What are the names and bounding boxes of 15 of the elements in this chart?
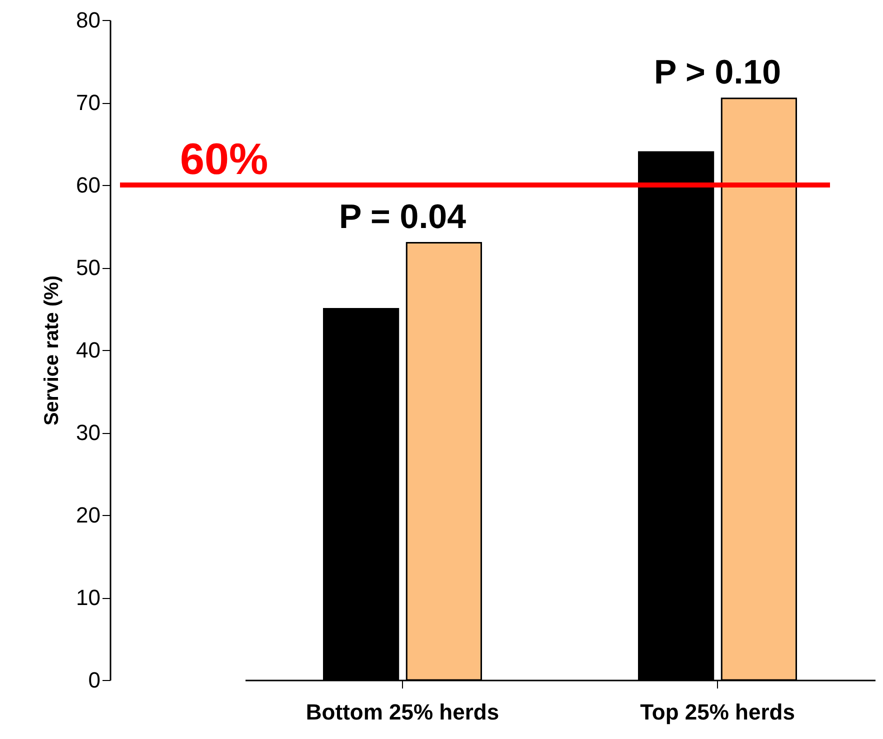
y-tick-label: 60 xyxy=(76,172,100,198)
x-tick-label: Bottom 25% herds xyxy=(306,700,500,724)
y-tick-label: 80 xyxy=(76,8,100,32)
y-tick-label: 0 xyxy=(88,668,100,692)
y-tick-label: 20 xyxy=(76,502,100,528)
y-axis-title: Service rate (%) xyxy=(41,275,64,426)
y-tick-label: 40 xyxy=(76,338,100,362)
y-tick-label: 70 xyxy=(76,90,100,115)
x-tick-label: Top 25% herds xyxy=(640,700,795,724)
annotation: P = 0.04 xyxy=(339,198,466,236)
y-tick-label: 50 xyxy=(76,255,100,280)
annotation: P > 0.10 xyxy=(654,53,781,92)
y-tick-label: 10 xyxy=(76,585,100,610)
y-tick-label: 30 xyxy=(76,420,100,445)
ref-line-label: 60% xyxy=(180,135,268,184)
